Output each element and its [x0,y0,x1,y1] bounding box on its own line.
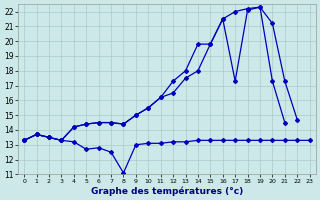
X-axis label: Graphe des températures (°c): Graphe des températures (°c) [91,186,243,196]
